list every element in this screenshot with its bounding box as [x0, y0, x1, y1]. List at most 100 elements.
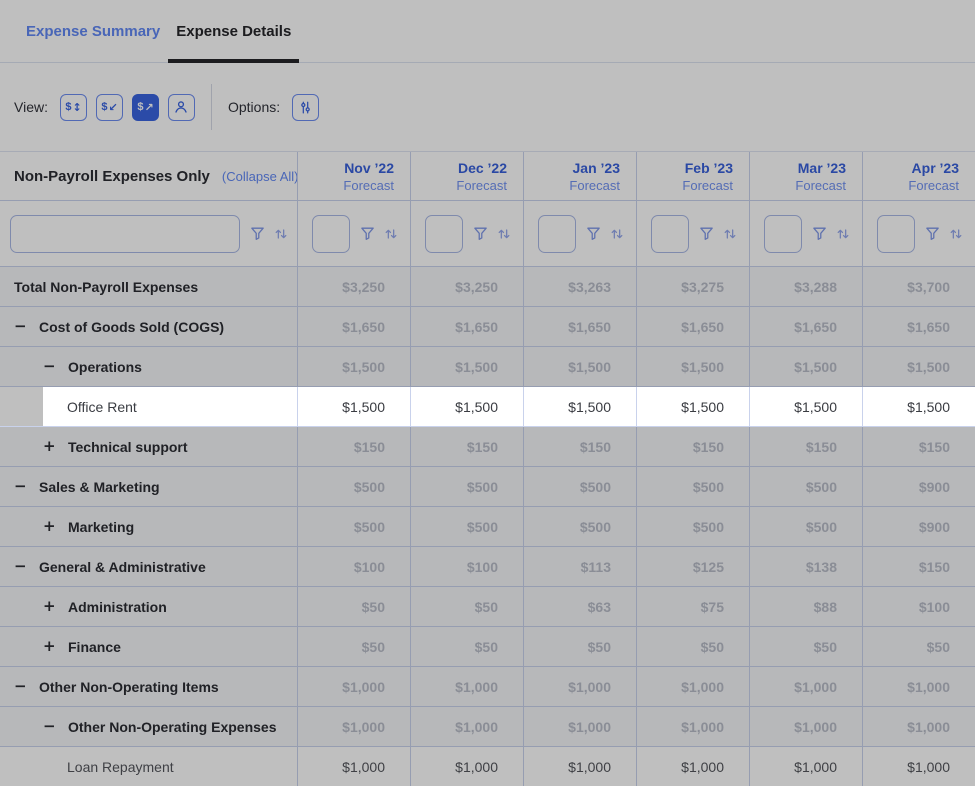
collapse-row-icon[interactable]: − [14, 677, 27, 695]
value-cell: $1,500 [636, 347, 749, 386]
filter-icon[interactable] [924, 225, 941, 242]
row-label: Finance [68, 638, 121, 655]
value-cell: $1,500 [862, 387, 975, 426]
sort-icon[interactable] [722, 226, 738, 242]
table-row[interactable]: + Marketing $500 $500 $500 $500 $500 $900 [0, 507, 975, 547]
collapse-row-icon[interactable]: − [43, 717, 56, 735]
value-cell: $150 [523, 427, 636, 466]
toolbar-divider [210, 84, 212, 130]
value-cell: $1,650 [636, 307, 749, 346]
table-row[interactable]: + Administration $50 $50 $63 $75 $88 $100 [0, 587, 975, 627]
row-label-cell: Office Rent [0, 387, 297, 426]
value-cell: $1,650 [749, 307, 862, 346]
row-label-cell: − Cost of Goods Sold (COGS) [0, 307, 297, 346]
view-dollar-updown-button[interactable]: $ ↕ [59, 93, 87, 121]
sort-icon[interactable] [496, 226, 512, 242]
value-cell: $138 [749, 547, 862, 586]
table-row[interactable]: − Sales & Marketing $500 $500 $500 $500 $500 $9… [0, 467, 975, 507]
month-filter-input[interactable] [877, 214, 915, 253]
column-forecast-label: Forecast [682, 177, 733, 193]
sort-icon[interactable] [383, 226, 399, 242]
row-label-cell: − General & Administrative [0, 547, 297, 586]
collapse-row-icon[interactable]: − [14, 317, 27, 335]
table-row[interactable]: − Operations $1,500 $1,500 $1,500 $1,500 $1,50… [0, 347, 975, 387]
month-filter-input[interactable] [312, 214, 350, 253]
row-label-cell: − Operations [0, 347, 297, 386]
column-header: Dec ’22 Forecast [410, 152, 523, 200]
month-filter-input[interactable] [425, 214, 463, 253]
expand-row-icon[interactable]: + [43, 437, 56, 455]
month-filter-cell [636, 201, 749, 266]
table-row[interactable]: Office Rent $1,500 $1,500 $1,500 $1,500 $1,50… [0, 387, 975, 427]
sort-icon[interactable] [835, 226, 851, 242]
options-sliders-button[interactable] [292, 93, 320, 121]
view-dollar-arrow-in-button[interactable]: $ ↙ [95, 93, 123, 121]
row-label: Total Non-Payroll Expenses [14, 278, 199, 295]
column-header: Nov ’22 Forecast [297, 152, 410, 200]
table-row[interactable]: + Technical support $150 $150 $150 $150 $150 $1… [0, 427, 975, 467]
filter-icon[interactable] [472, 225, 489, 242]
value-cell: $1,000 [410, 707, 523, 746]
month-filter-input[interactable] [651, 214, 689, 253]
month-filter-cell [749, 201, 862, 266]
value-cell: $1,000 [749, 747, 862, 786]
toolbar: View: $ ↕ $ ↙ $ ↗ Options: [0, 63, 975, 151]
column-forecast-label: Forecast [456, 177, 507, 193]
filter-icon[interactable] [698, 225, 715, 242]
column-month-label: Dec ’22 [457, 159, 507, 176]
expand-row-icon[interactable]: + [43, 637, 56, 655]
value-cell: $1,000 [636, 667, 749, 706]
value-cell: $50 [297, 627, 410, 666]
view-dollar-arrow-out-button[interactable]: $ ↗ [131, 93, 159, 121]
table-row[interactable]: − Cost of Goods Sold (COGS) $1,650 $1,650 $1… [0, 307, 975, 347]
row-label: Operations [68, 358, 142, 375]
expand-row-icon[interactable]: + [43, 597, 56, 615]
table-row[interactable]: − Other Non-Operating Expenses $1,000 $1,00… [0, 707, 975, 747]
row-label-cell: + Finance [0, 627, 297, 666]
value-cell: $100 [410, 547, 523, 586]
column-header: Feb ’23 Forecast [636, 152, 749, 200]
table-row[interactable]: + Finance $50 $50 $50 $50 $50 $50 [0, 627, 975, 667]
collapse-row-icon[interactable]: − [43, 357, 56, 375]
value-cell: $1,000 [523, 707, 636, 746]
view-person-button[interactable] [167, 93, 195, 121]
expand-row-icon[interactable]: + [43, 517, 56, 535]
month-filter-cell [410, 201, 523, 266]
filter-icon[interactable] [359, 225, 376, 242]
filter-icon[interactable] [249, 225, 266, 242]
sort-icon[interactable] [948, 226, 964, 242]
table-row[interactable]: Loan Repayment $1,000 $1,000 $1,000 $1,000 $1… [0, 747, 975, 786]
tab-bar: Expense Summary Expense Details [0, 0, 975, 63]
column-month-label: Mar ’23 [797, 159, 846, 176]
value-cell: $150 [297, 427, 410, 466]
month-filter-input[interactable] [764, 214, 802, 253]
value-cell: $50 [862, 627, 975, 666]
filter-icon[interactable] [585, 225, 602, 242]
tab-expense-summary[interactable]: Expense Summary [26, 22, 161, 40]
person-icon [173, 99, 189, 115]
collapse-all-link[interactable]: (Collapse All) [221, 168, 299, 184]
table-row[interactable]: − General & Administrative $100 $100 $113 $12… [0, 547, 975, 587]
row-label: Technical support [68, 438, 188, 455]
filter-icon[interactable] [811, 225, 828, 242]
row-label: Sales & Marketing [39, 478, 160, 495]
value-cell: $500 [749, 467, 862, 506]
value-cell: $3,700 [862, 267, 975, 306]
grid-header: Non-Payroll Expenses Only (Collapse All)… [0, 151, 975, 201]
row-label-cell: + Administration [0, 587, 297, 626]
row-label-cell: − Sales & Marketing [0, 467, 297, 506]
row-search-input[interactable] [10, 214, 240, 253]
value-cell: $50 [749, 627, 862, 666]
table-row[interactable]: − Other Non-Operating Items $1,000 $1,000 $1… [0, 667, 975, 707]
table-row[interactable]: Total Non-Payroll Expenses $3,250 $3,250 $3… [0, 267, 975, 307]
tab-expense-details[interactable]: Expense Details [168, 0, 300, 63]
dollar-arrow-out-icon: $ ↗ [137, 100, 154, 114]
sort-icon[interactable] [609, 226, 625, 242]
value-cell: $500 [523, 467, 636, 506]
row-label: Office Rent [67, 398, 137, 415]
row-label: Loan Repayment [67, 758, 174, 775]
collapse-row-icon[interactable]: − [14, 477, 27, 495]
sort-icon[interactable] [273, 226, 289, 242]
collapse-row-icon[interactable]: − [14, 557, 27, 575]
month-filter-input[interactable] [538, 214, 576, 253]
